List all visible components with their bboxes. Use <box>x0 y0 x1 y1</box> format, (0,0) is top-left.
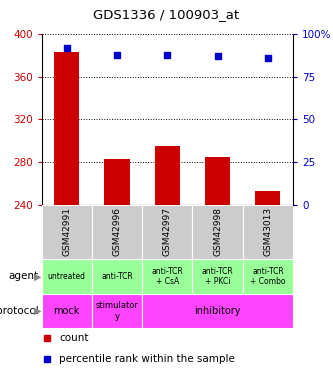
Bar <box>92 205 142 259</box>
Bar <box>192 259 243 294</box>
Bar <box>243 259 293 294</box>
Bar <box>92 294 142 328</box>
Point <box>64 45 70 51</box>
Bar <box>192 205 243 259</box>
Bar <box>142 294 293 328</box>
Text: GSM42997: GSM42997 <box>163 207 172 256</box>
Text: GSM42996: GSM42996 <box>113 207 122 256</box>
Bar <box>205 157 230 205</box>
Bar <box>155 146 180 205</box>
Text: anti-TCR: anti-TCR <box>101 272 133 281</box>
Bar <box>92 259 142 294</box>
Text: anti-TCR
+ Combo: anti-TCR + Combo <box>250 267 286 286</box>
Point <box>265 55 270 61</box>
Bar <box>243 205 293 259</box>
Text: GSM43013: GSM43013 <box>263 207 272 256</box>
Bar <box>42 294 92 328</box>
Bar <box>105 159 130 205</box>
Text: GSM42991: GSM42991 <box>62 207 71 256</box>
Text: ▶: ▶ <box>34 272 41 281</box>
Text: anti-TCR
+ PKCi: anti-TCR + PKCi <box>202 267 233 286</box>
Point <box>115 52 120 58</box>
Text: mock: mock <box>54 306 80 316</box>
Point <box>215 53 220 59</box>
Text: protocol: protocol <box>0 306 38 316</box>
Text: untreated: untreated <box>48 272 86 281</box>
Text: agent: agent <box>8 272 38 281</box>
Point <box>165 52 170 58</box>
Text: stimulator
y: stimulator y <box>96 301 139 321</box>
Bar <box>142 259 192 294</box>
Text: count: count <box>59 333 89 344</box>
Text: inhibitory: inhibitory <box>194 306 241 316</box>
Text: percentile rank within the sample: percentile rank within the sample <box>59 354 235 364</box>
Bar <box>142 205 192 259</box>
Text: GSM42998: GSM42998 <box>213 207 222 256</box>
Bar <box>54 52 79 205</box>
Bar <box>255 191 280 205</box>
Text: anti-TCR
+ CsA: anti-TCR + CsA <box>152 267 183 286</box>
Text: GDS1336 / 100903_at: GDS1336 / 100903_at <box>94 8 239 21</box>
Bar <box>42 259 92 294</box>
Bar <box>42 205 92 259</box>
Text: ▶: ▶ <box>34 306 41 316</box>
